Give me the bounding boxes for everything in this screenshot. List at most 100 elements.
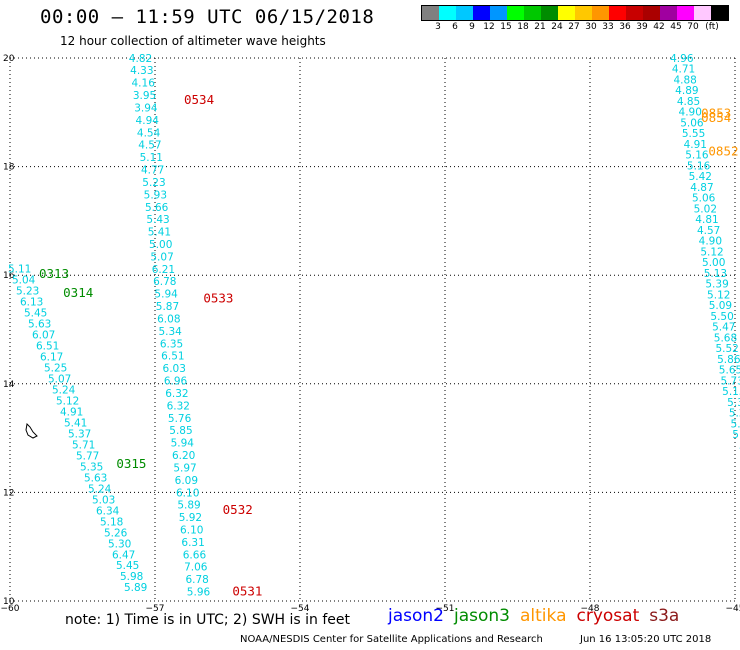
y-tick-label: 14 [3, 380, 15, 390]
x-tick-label: −57 [146, 604, 165, 614]
legend-swatch [694, 6, 711, 20]
wave-height-label: 6.78 [185, 574, 208, 586]
legend-swatch [558, 6, 575, 20]
wave-height-label: 5.18 [100, 516, 123, 528]
wave-height-label: 5.07 [48, 373, 71, 385]
x-tick-label: −60 [1, 604, 20, 614]
wave-height-label: 5.94 [171, 438, 195, 450]
wave-height-label: 4.82 [129, 53, 152, 65]
y-tick-label: 18 [3, 163, 15, 173]
wave-height-label: 5.93 [144, 189, 167, 201]
legend-swatch [575, 6, 592, 20]
wave-height-label: 4.57 [697, 225, 720, 237]
legend-label: (ft) [705, 22, 719, 32]
wave-height-label: 6.35 [160, 338, 183, 350]
wave-height-label: 5.00 [702, 257, 725, 269]
wave-height-label: 5.11 [140, 152, 163, 164]
wave-height-label: 4.87 [690, 182, 713, 194]
wave-height-label: 5.89 [177, 500, 200, 512]
wave-height-label: 5.97 [173, 462, 196, 474]
satellite-name: cryosat [576, 606, 640, 626]
legend-swatch [677, 6, 694, 20]
wave-height-label: 5.09 [709, 300, 732, 312]
legend-label: 33 [602, 22, 614, 32]
wave-height-label: 6.21 [152, 264, 175, 276]
wave-height-label: 4.90 [699, 236, 722, 248]
wave-height-label: 5.06 [692, 193, 716, 205]
wave-height-label: 5.41 [148, 227, 171, 239]
pass-time-label: 0313 [39, 266, 69, 281]
wave-height-label: 5.94 [154, 289, 178, 301]
wave-height-label: 5.39 [705, 279, 728, 291]
wave-height-label: 4.94 [136, 115, 160, 127]
wave-height-label: 5.34 [158, 326, 182, 338]
wave-height-label: 4.54 [137, 127, 161, 139]
wave-height-label: 6.08 [157, 313, 180, 325]
pass-time-label: 0852 [708, 144, 738, 159]
x-tick-label: −54 [291, 604, 310, 614]
wave-height-label: 7.06 [184, 562, 208, 574]
wave-height-label: 5.25 [44, 362, 67, 374]
wave-height-label: 4.88 [673, 74, 696, 86]
legend-swatches [421, 5, 729, 21]
y-tick-label: 10 [3, 597, 15, 607]
legend-label: 6 [452, 22, 458, 32]
pass-time-label: 0531 [232, 584, 262, 599]
wave-height-label: 5.2 [732, 429, 740, 441]
satellite-name: jason2 [388, 606, 444, 626]
wave-height-label: 5.98 [120, 571, 143, 583]
wave-height-label: 5.3 [727, 397, 740, 409]
legend-labels: 3 6 9 12 15 18 21 24 27 30 33 36 39 42 45 70 (ft) [421, 21, 729, 33]
legend-swatch [643, 6, 660, 20]
wave-height-label: 4.90 [679, 107, 702, 119]
legend-swatch [473, 6, 490, 20]
wave-height-label: 5.66 [145, 202, 169, 214]
wave-height-label: 5.37 [68, 428, 91, 440]
wave-height-label: 4.91 [684, 139, 707, 151]
wave-height-label: 5.00 [149, 239, 172, 251]
legend-label: 45 [670, 22, 682, 32]
legend-swatch [490, 6, 507, 20]
legend-swatch [711, 6, 728, 20]
satellite-legend: jason2 jason3 altika cryosat s3a [388, 606, 679, 626]
legend-label: 12 [483, 22, 495, 32]
wave-height-label: 6.32 [165, 388, 188, 400]
pass-time-label: 0854 [701, 110, 731, 125]
wave-height-label: 5.15 [722, 386, 740, 398]
wave-height-label: 5.07 [150, 251, 173, 263]
wave-height-label: 5.13 [704, 268, 727, 280]
axis-ticks: −60 −57 −54 −51 −48 −45 20 18 16 14 12 10 [1, 54, 740, 614]
wave-height-label: 5.12 [707, 289, 730, 301]
wave-height-label: 6.10 [180, 525, 203, 537]
wave-height-label: 5.02 [694, 203, 717, 215]
y-tick-label: 12 [3, 488, 14, 498]
wave-height-label: 5.41 [64, 417, 87, 429]
legend-swatch [507, 6, 524, 20]
wave-height-label: 4.91 [60, 406, 83, 418]
wave-height-label: 4.57 [138, 140, 161, 152]
legend-label: 9 [469, 22, 475, 32]
legend-label: 27 [568, 22, 580, 32]
wave-height-label: 5.63 [84, 472, 107, 484]
map-subtitle: 12 hour collection of altimeter wave hei… [60, 34, 326, 48]
y-tick-label: 16 [3, 271, 15, 281]
wave-height-label: 5.2 [729, 408, 740, 420]
wave-height-label: 5.16 [687, 160, 711, 172]
wave-height-label: 5.04 [12, 274, 36, 286]
wave-height-label: 6.78 [153, 276, 176, 288]
wave-height-label: 6.20 [172, 450, 195, 462]
wave-height-label: 5.12 [56, 395, 79, 407]
legend-label: 21 [534, 22, 546, 32]
legend-swatch [456, 6, 473, 20]
wave-height-label: 5.12 [700, 246, 723, 258]
wave-height-label: 6.51 [161, 351, 184, 363]
legend-label: 15 [500, 22, 512, 32]
wave-height-label: 6.96 [164, 376, 188, 388]
wave-height-label: 4.89 [675, 85, 698, 97]
wave-height-label: 4.16 [132, 78, 156, 90]
units-note: note: 1) Time is in UTC; 2) SWH is in fe… [65, 612, 351, 628]
wave-height-label: 5.45 [24, 307, 47, 319]
wave-height-label: 5.63 [28, 318, 51, 330]
satellite-name: s3a [649, 606, 680, 626]
